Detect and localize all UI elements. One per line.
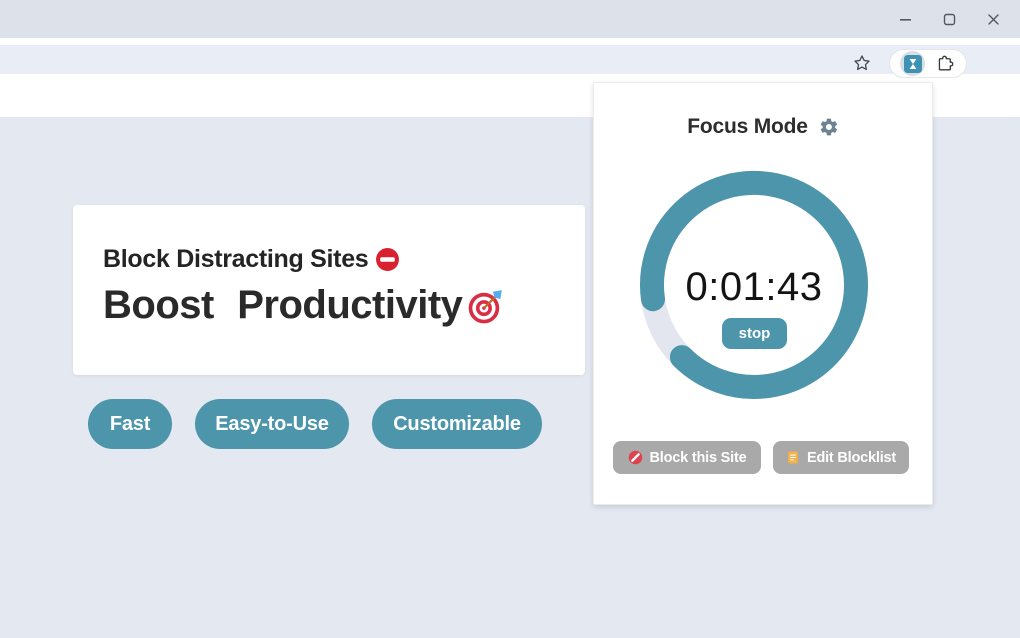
timer-display: 0:01:43 — [685, 265, 823, 309]
hero-title-text: Boost Productivity — [103, 283, 463, 327]
dart-target-icon — [466, 287, 504, 325]
focus-mode-popup: Focus Mode 0:01:43 stop — [593, 82, 933, 505]
browser-toolbar — [0, 45, 1020, 74]
no-entry-icon — [375, 247, 400, 272]
window-titlebar — [0, 0, 1020, 38]
note-icon — [786, 450, 800, 465]
badge-easy-to-use: Easy-to-Use — [195, 399, 349, 449]
prohibited-icon — [628, 450, 643, 465]
bookmark-star-icon[interactable] — [851, 52, 873, 74]
hero-title: Boost Productivity — [103, 283, 585, 328]
popup-header: Focus Mode — [594, 115, 932, 139]
hero-card: Block Distracting Sites Boost Productivi… — [73, 205, 585, 375]
block-this-site-label: Block this Site — [649, 449, 747, 466]
badge-customizable: Customizable — [372, 399, 542, 449]
focus-mode-extension-icon[interactable] — [900, 51, 926, 76]
minimize-icon[interactable] — [890, 4, 920, 34]
settings-gear-icon[interactable] — [819, 117, 839, 137]
edit-blocklist-button[interactable]: Edit Blocklist — [773, 441, 909, 474]
close-icon[interactable] — [978, 4, 1008, 34]
feature-badges: Fast Easy-to-Use Customizable — [88, 399, 542, 449]
timer-ring: 0:01:43 stop — [638, 169, 870, 401]
hero-subtitle-text: Block Distracting Sites — [103, 245, 369, 273]
window-controls — [890, 0, 1020, 38]
ring-progress-arc — [640, 170, 868, 399]
hero-subtitle: Block Distracting Sites — [103, 245, 585, 274]
badge-fast: Fast — [88, 399, 172, 449]
maximize-icon[interactable] — [934, 4, 964, 34]
edit-blocklist-label: Edit Blocklist — [806, 449, 897, 466]
stop-button[interactable]: stop — [722, 318, 787, 349]
extensions-pill — [889, 49, 967, 78]
block-this-site-button[interactable]: Block this Site — [613, 441, 761, 474]
extensions-puzzle-icon[interactable] — [934, 53, 956, 75]
popup-actions: Block this Site Edit Blocklist — [613, 441, 909, 474]
popup-title: Focus Mode — [687, 115, 808, 138]
progress-ring — [640, 170, 868, 399]
